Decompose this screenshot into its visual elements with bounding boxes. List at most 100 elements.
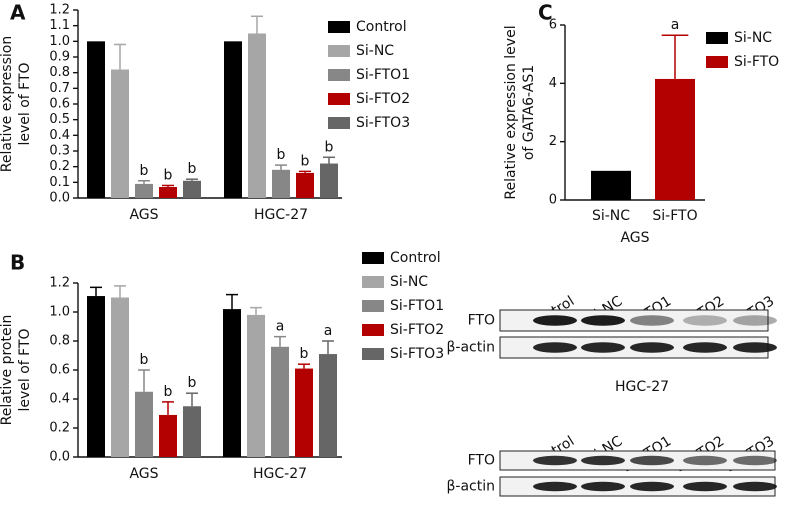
- blot-band: [533, 481, 577, 492]
- legend-swatch: [706, 32, 728, 44]
- y-tick-label: 0.4: [49, 128, 70, 143]
- x-tick-label: HGC-27: [253, 466, 307, 482]
- legend-label: Control: [390, 250, 441, 266]
- legend-label: Si-FTO3: [356, 115, 410, 131]
- bar: [111, 69, 129, 199]
- legend-label: Si-NC: [390, 274, 428, 290]
- significance-label: b: [140, 352, 149, 368]
- y-tick-label: 0.8: [49, 334, 70, 349]
- legend-label: Si-NC: [734, 30, 772, 46]
- bar: [320, 163, 338, 198]
- blot-band: [733, 315, 777, 326]
- legend-swatch: [328, 69, 350, 81]
- bar: [87, 41, 105, 199]
- x-tick-label: AGS: [129, 207, 158, 223]
- y-axis-label-line: Relative expression: [0, 36, 15, 172]
- bar: [111, 297, 129, 457]
- bar: [296, 172, 314, 198]
- significance-label: a: [276, 319, 285, 335]
- bar: [183, 406, 201, 457]
- y-tick-label: 6: [549, 18, 557, 33]
- y-tick-label: 0.3: [49, 144, 70, 159]
- y-tick-label: 0.1: [49, 175, 70, 190]
- y-tick-label: 0.9: [49, 50, 70, 65]
- row-label: FTO: [468, 313, 495, 329]
- legend-label: Si-FTO2: [356, 91, 410, 107]
- legend-swatch: [362, 348, 384, 360]
- x-tick-label: AGS: [129, 466, 158, 482]
- blot-band: [630, 481, 674, 492]
- legend-label: Si-FTO1: [356, 67, 410, 83]
- bar: [295, 368, 313, 457]
- bar: [247, 314, 265, 457]
- blot-band: [733, 342, 777, 353]
- y-tick-label: 0.7: [49, 81, 70, 96]
- y-axis-label: Relative expression level of GATA6-AS1: [503, 25, 537, 199]
- significance-label: b: [301, 153, 310, 169]
- y-axis-label-line: Relative protein: [0, 315, 15, 426]
- significance-label: b: [164, 167, 173, 183]
- legend-swatch: [362, 252, 384, 264]
- panel-letter: A: [10, 1, 26, 25]
- blot-band: [683, 342, 727, 353]
- blot-band: [683, 455, 727, 466]
- y-tick-label: 0.2: [49, 159, 70, 174]
- legend-swatch: [362, 300, 384, 312]
- y-axis-label-line: Relative expression level: [503, 25, 519, 199]
- y-tick-label: 0.6: [49, 363, 70, 378]
- significance-label: a: [671, 17, 680, 33]
- y-axis-label-line: level of FTO: [17, 62, 33, 145]
- bar: [248, 33, 266, 198]
- blot-band: [630, 315, 674, 326]
- bar: [271, 346, 289, 457]
- blot-band: [581, 342, 625, 353]
- y-axis-label-line: level of FTO: [17, 328, 33, 411]
- y-tick-label: 1.2: [49, 276, 70, 291]
- blot-band: [683, 315, 727, 326]
- y-tick-label: 0.8: [49, 65, 70, 80]
- blot-band: [733, 455, 777, 466]
- blot-band: [533, 455, 577, 466]
- legend-swatch: [328, 93, 350, 105]
- bar: [655, 78, 695, 200]
- bar: [135, 183, 153, 198]
- x-axis-label: AGS: [620, 230, 649, 246]
- y-tick-label: 0.0: [49, 191, 70, 206]
- legend-swatch: [328, 117, 350, 129]
- y-tick-label: 0.0: [49, 450, 70, 465]
- y-tick-label: 0: [549, 193, 557, 208]
- y-tick-label: 1.0: [49, 305, 70, 320]
- bar: [319, 354, 337, 457]
- legend-label: Si-FTO1: [390, 298, 444, 314]
- legend-swatch: [328, 45, 350, 57]
- row-label: β-actin: [446, 479, 495, 495]
- blot-band: [533, 315, 577, 326]
- y-tick-label: 0.5: [49, 112, 70, 127]
- legend-label: Si-NC: [356, 43, 394, 59]
- row-label: FTO: [468, 453, 495, 469]
- legend-swatch: [362, 324, 384, 336]
- legend-label: Control: [356, 19, 407, 35]
- blot-band: [581, 481, 625, 492]
- bar: [183, 180, 201, 198]
- y-axis-label-line: of GATA6-AS1: [521, 65, 537, 160]
- legend-swatch: [328, 21, 350, 33]
- panel-letter: C: [538, 1, 553, 25]
- legend-label: Si-FTO: [734, 54, 779, 70]
- significance-label: b: [325, 139, 334, 155]
- x-tick-label: Si-NC: [592, 208, 630, 224]
- significance-label: b: [188, 375, 197, 391]
- blot-band: [683, 481, 727, 492]
- significance-label: b: [164, 384, 173, 400]
- y-tick-label: 1.0: [49, 34, 70, 49]
- legend-label: Si-FTO2: [390, 322, 444, 338]
- y-tick-label: 4: [549, 76, 557, 91]
- y-axis-label: Relative expression level of FTO: [0, 36, 33, 172]
- legend-swatch: [362, 276, 384, 288]
- y-axis-label: Relative protein level of FTO: [0, 315, 33, 426]
- blot-band: [733, 481, 777, 492]
- row-label: β-actin: [446, 340, 495, 356]
- bar: [159, 187, 177, 198]
- significance-label: b: [188, 161, 197, 177]
